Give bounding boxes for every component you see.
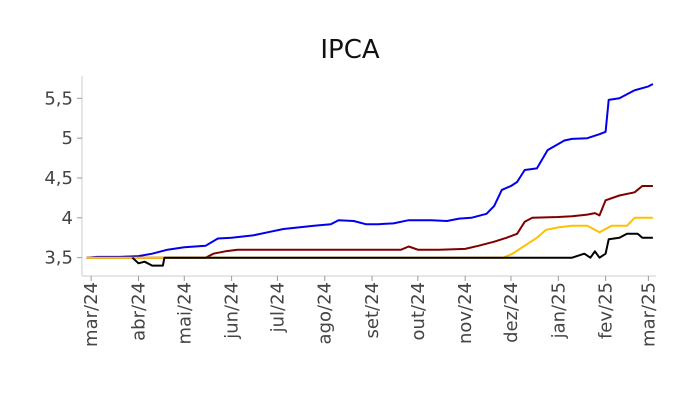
series-line-4 [131, 232, 653, 267]
y-tick-label: 5,5 [44, 88, 73, 109]
x-tick-label: jun/24 [222, 282, 243, 340]
chart-title: IPCA [320, 35, 380, 65]
series-line-2 [86, 185, 653, 259]
x-tick-label: abr/24 [128, 282, 149, 341]
chart-axes [81, 76, 656, 277]
x-tick-label: mai/24 [174, 282, 195, 345]
x-tick-label: set/24 [362, 282, 383, 338]
x-axis-ticks: mar/24 abr/24 mai/24 jun/24 jul/24 ago/24 set/… [81, 276, 659, 347]
x-tick-label: nov/24 [455, 282, 476, 344]
y-axis-ticks: 3,5 4 4,5 5 5,5 [44, 88, 82, 269]
x-tick-label: jul/24 [267, 282, 288, 333]
series-line-1 [86, 83, 654, 259]
x-tick-label: out/24 [408, 282, 429, 340]
x-tick-label: dez/24 [501, 282, 522, 343]
x-tick-label: jan/25 [548, 282, 569, 339]
x-tick-label: fev/25 [596, 282, 617, 339]
chart-series [86, 83, 654, 267]
x-tick-label: ago/24 [315, 282, 336, 344]
y-tick-label: 5 [62, 128, 73, 149]
y-tick-label: 3,5 [44, 248, 73, 269]
y-tick-label: 4 [62, 208, 73, 229]
y-tick-label: 4,5 [44, 168, 73, 189]
x-tick-label: mar/24 [81, 282, 102, 347]
x-tick-label: mar/25 [638, 282, 659, 347]
